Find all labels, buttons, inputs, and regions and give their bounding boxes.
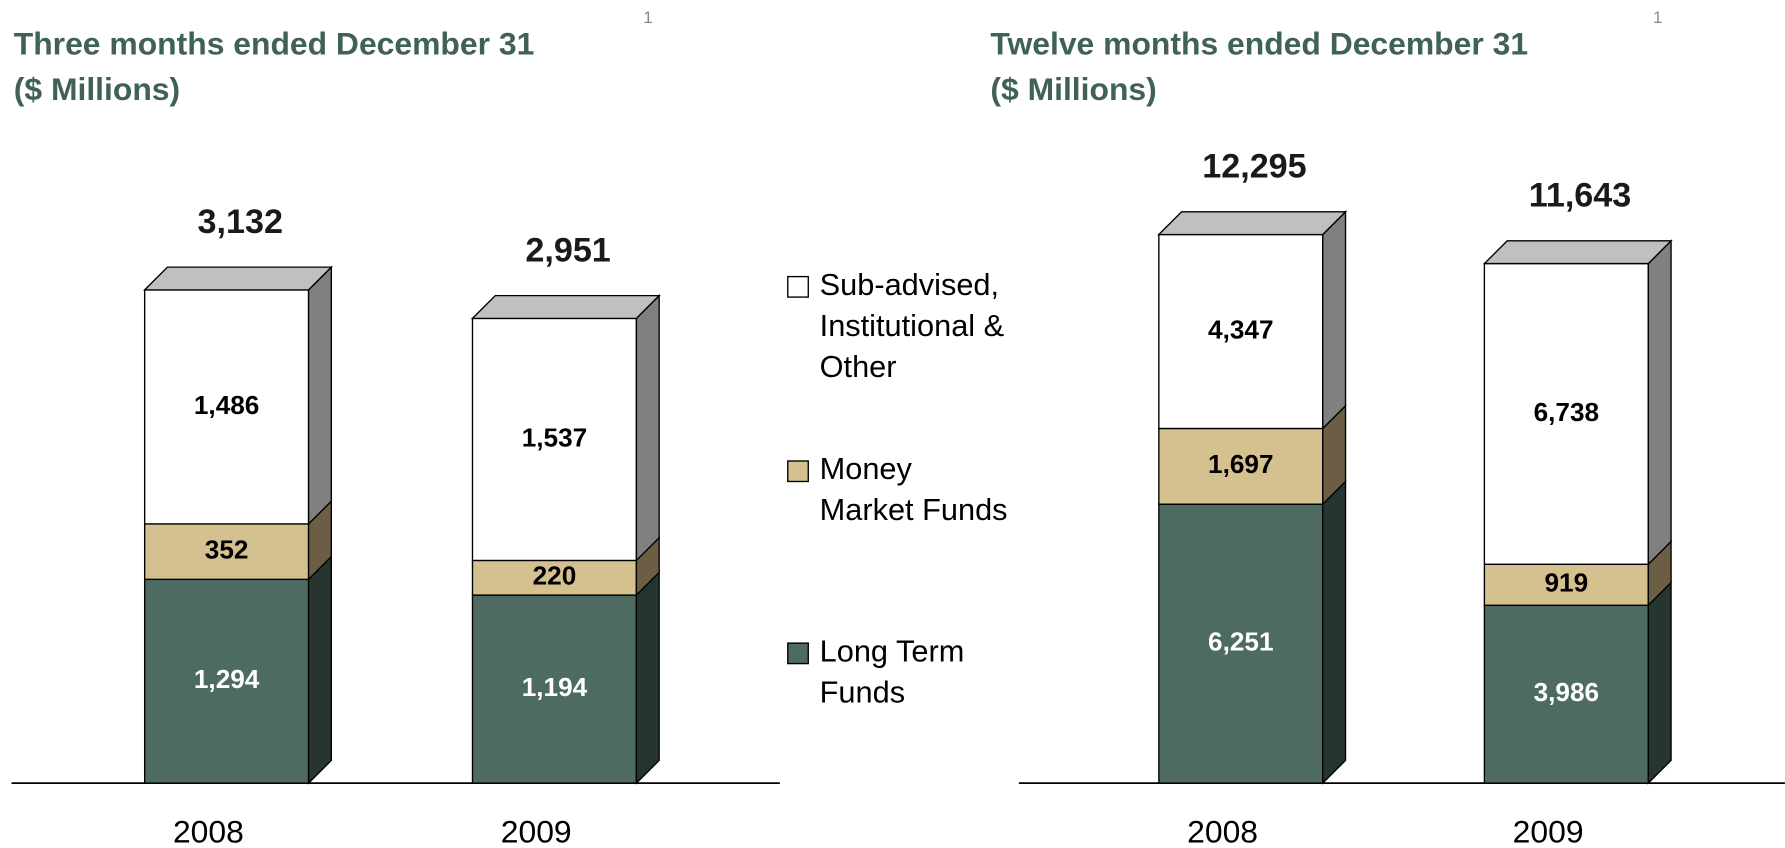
segment-side	[1647, 580, 1672, 785]
total-label: 2,951	[525, 231, 610, 269]
legend-label: Money Market Funds	[819, 451, 1008, 528]
segment	[143, 554, 333, 785]
legend-item: Sub-advised, Institutional & Other	[819, 267, 1005, 384]
segment-front	[1483, 262, 1649, 565]
segment	[143, 499, 333, 581]
segment-front	[471, 594, 638, 784]
segment-front	[143, 578, 310, 784]
segment-label: 1,537	[522, 422, 587, 452]
segment	[1483, 239, 1672, 566]
segment	[1483, 580, 1672, 785]
segment-label: 1,194	[522, 672, 588, 702]
segment	[1158, 479, 1347, 785]
x-tick-label: 2009	[1513, 813, 1584, 848]
bar-top	[143, 266, 333, 291]
segment-side	[307, 265, 333, 526]
title-note: 1	[643, 8, 653, 27]
segment-front	[143, 523, 310, 581]
total-label: 11,643	[1529, 177, 1632, 215]
segment	[471, 570, 660, 785]
segment-side	[635, 570, 660, 785]
x-tick-label: 2009	[501, 813, 572, 848]
segment-side	[1322, 479, 1347, 785]
segment-label: 6,251	[1208, 627, 1273, 657]
segment-label: 220	[533, 561, 577, 591]
segment	[1158, 404, 1347, 506]
segment-label: 3,986	[1534, 677, 1599, 707]
total-label: 3,132	[198, 203, 283, 241]
segment-front	[1158, 427, 1324, 505]
chart-subtitle: ($ Millions)	[990, 71, 1156, 107]
segment-front	[1483, 563, 1649, 606]
bar-top	[1157, 211, 1348, 236]
segment-label: 919	[1545, 568, 1589, 598]
title-note: 1	[1653, 8, 1663, 27]
legend-item: Money Market Funds	[819, 451, 1008, 528]
chart-title: Three months ended December 31	[14, 26, 535, 62]
segment-front	[143, 289, 310, 525]
segment-side	[1322, 210, 1347, 431]
segment-label: 6,738	[1534, 397, 1599, 427]
segment-front	[1158, 233, 1324, 430]
bar-top	[470, 294, 661, 320]
legend-swatch	[787, 460, 809, 483]
segment-label: 1,294	[194, 664, 260, 694]
legend-item: Long Term Funds	[819, 634, 965, 710]
segment	[1158, 210, 1347, 431]
chart-title: Twelve months ended December 31	[990, 26, 1528, 62]
segment-side	[307, 554, 333, 785]
segment	[1483, 539, 1672, 607]
segment-side	[635, 293, 660, 563]
bar-top	[1482, 240, 1673, 265]
segment-label: 352	[205, 535, 249, 565]
legend-swatch	[787, 642, 809, 665]
chart-subtitle: ($ Millions)	[14, 71, 180, 107]
x-tick-label: 2008	[173, 813, 244, 848]
segment	[471, 293, 660, 563]
segment-label: 1,486	[194, 390, 259, 420]
segment-label: 4,347	[1208, 314, 1273, 344]
segment-label: 1,697	[1208, 449, 1273, 479]
legend-swatch	[787, 275, 809, 298]
legend-label: Sub-advised, Institutional & Other	[819, 267, 1005, 384]
segment-side	[1647, 239, 1672, 566]
legend-label: Long Term Funds	[819, 634, 965, 710]
segment	[471, 536, 660, 597]
segment	[143, 265, 333, 526]
x-tick-label: 2008	[1187, 813, 1258, 848]
total-label: 12,295	[1202, 148, 1306, 186]
